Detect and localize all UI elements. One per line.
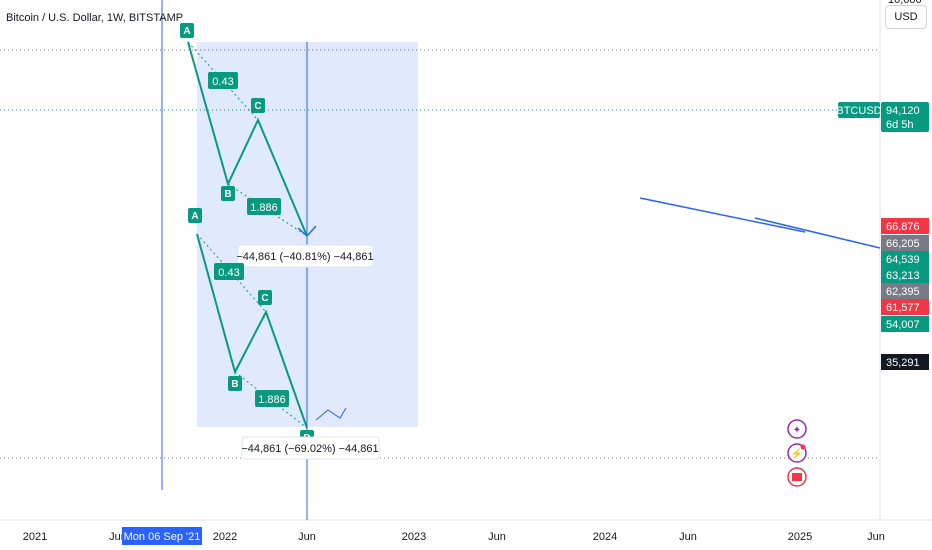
pattern-lower-point-c: [258, 290, 272, 305]
pattern-lower-point-b: [228, 376, 242, 391]
current-price-value: 94,120: [886, 105, 920, 117]
harmonic-pattern-lower[interactable]: A B C D 0.43 1.886 −44,861 (−69.02%) −44…: [188, 208, 380, 460]
pattern-upper-path: [187, 41, 308, 237]
pattern-upper-point-c: [251, 98, 265, 113]
price-tag-label: 35,291: [886, 357, 920, 369]
pattern-upper-ratio1: 0.43: [212, 76, 233, 88]
pattern-lower-ratio1: 0.43: [218, 267, 239, 279]
chart-title: Bitcoin / U.S. Dollar, 1W, BITSTAMP: [6, 12, 183, 24]
time-tick-label: Jun: [298, 531, 316, 543]
price-tag-bg: [881, 251, 929, 267]
pattern-lower-path: [196, 233, 308, 429]
pattern-lower-measure-box: [241, 436, 380, 460]
price-axis[interactable]: 10,00020,00030,00040,00070,00080,000100,…: [888, 0, 928, 6]
pattern-upper-ratio2-box: [247, 198, 281, 215]
price-tag-label: 54,007: [886, 319, 920, 331]
pattern-upper-measure-box: [237, 244, 374, 268]
time-axis[interactable]: 2021 Jun 2022 Jun 2023 Jun 2024 Jun 2025 Jun: [23, 531, 885, 543]
star-icon-glyph: ✦: [793, 425, 801, 436]
pattern-upper-label-c: C: [254, 101, 261, 112]
price-tick-label: 10,000: [888, 0, 922, 6]
symbol-tag-text: BTCUSD: [836, 105, 881, 117]
pattern-lower-label-a: A: [191, 211, 198, 222]
star-icon[interactable]: [787, 419, 807, 439]
current-price-tag: [881, 102, 929, 132]
pattern-upper-label-a: A: [183, 26, 190, 37]
pattern-lower-ratio1-box: [214, 263, 244, 280]
time-tick-label: Jun: [488, 531, 506, 543]
lightning-icon-glyph: ⚡: [791, 447, 803, 460]
price-tag-bg: [881, 354, 929, 370]
pattern-upper-ratio2: 1.886: [250, 202, 278, 214]
crosshair-date-tag: [122, 527, 202, 545]
pattern-upper-measure: −44,861 (−40.81%) −44,861: [236, 251, 373, 263]
price-tag-label: 62,395: [886, 286, 920, 298]
pattern-lower-ratio2: 1.886: [258, 394, 286, 406]
price-tag-bg: [881, 283, 929, 299]
pattern-lower-point-a: [188, 208, 202, 223]
price-tag-bg: [881, 235, 929, 251]
price-tag-bg: [881, 267, 929, 283]
pattern-upper-bd: [227, 183, 308, 237]
pattern-lower-wave: [315, 407, 347, 421]
plot-area[interactable]: [0, 0, 880, 520]
crosshair-date-text: Mon 06 Sep '21: [124, 531, 201, 543]
pattern-lower-label-b: B: [231, 379, 238, 390]
price-tag-label: 66,876: [886, 221, 920, 233]
currency-button[interactable]: USD: [885, 5, 927, 29]
pattern-lower-label-c: C: [261, 293, 268, 304]
time-tick-label: Jun: [867, 531, 885, 543]
pattern-upper-point-a: [180, 23, 194, 38]
time-tick-label: Jun: [679, 531, 697, 543]
harmonic-pattern-upper[interactable]: A B C 0.43 1.886 −44,861 (−40.81%) −44,8…: [180, 23, 374, 268]
flag-icon-glyph: [792, 473, 802, 481]
price-tags: 66,876 66,205 64,539 63,213 62,395 61,577 54,0…: [881, 218, 929, 370]
pattern-lower-ratio2-box: [255, 390, 289, 407]
trendline-lower[interactable]: [754, 217, 881, 249]
pattern-upper-ratio1-box: [208, 72, 238, 89]
pattern-lower-measure: −44,861 (−69.02%) −44,861: [241, 443, 378, 455]
pattern-upper-arrow: [297, 225, 317, 238]
symbol-tag: [838, 102, 880, 118]
price-tag-label: 61,577: [886, 302, 920, 314]
pattern-upper-point-b: [221, 186, 235, 201]
trendline-upper[interactable]: [639, 197, 806, 233]
pattern-lower-ac: [196, 233, 267, 313]
indicator-icons[interactable]: ✦ ⚡: [787, 419, 807, 487]
price-tag-label: 66,205: [886, 238, 920, 250]
time-tick-label: 2023: [402, 531, 426, 543]
price-tag-bg: [881, 218, 929, 234]
time-tick-label: 2022: [213, 531, 237, 543]
pattern-upper-label-b: B: [224, 189, 231, 200]
price-tag-label: 64,539: [886, 254, 920, 266]
price-tag-label: 63,213: [886, 270, 920, 282]
time-tick-label: 2025: [788, 531, 812, 543]
price-tag-bg: [881, 299, 929, 315]
time-tick-label: 2024: [593, 531, 617, 543]
notification-dot: [800, 444, 806, 450]
time-tick-label: 2021: [23, 531, 47, 543]
current-price-countdown: 6d 5h: [886, 119, 914, 131]
price-tag-bg: [881, 316, 929, 332]
